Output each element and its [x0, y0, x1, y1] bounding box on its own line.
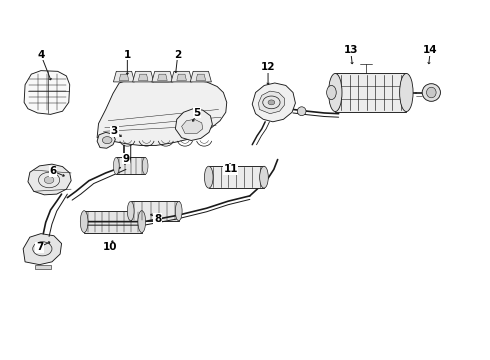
- Text: 14: 14: [423, 45, 438, 55]
- Polygon shape: [24, 71, 70, 114]
- Polygon shape: [97, 80, 227, 145]
- Ellipse shape: [113, 157, 119, 174]
- Text: 2: 2: [174, 50, 181, 60]
- Ellipse shape: [327, 85, 336, 100]
- Polygon shape: [138, 74, 148, 81]
- Text: 1: 1: [124, 50, 131, 60]
- Polygon shape: [23, 234, 62, 265]
- Circle shape: [102, 136, 112, 144]
- Polygon shape: [175, 109, 212, 140]
- Polygon shape: [209, 166, 264, 188]
- Ellipse shape: [426, 87, 436, 98]
- Text: 9: 9: [123, 154, 130, 164]
- Text: 5: 5: [194, 108, 200, 118]
- Polygon shape: [113, 71, 135, 82]
- Polygon shape: [335, 73, 406, 112]
- Ellipse shape: [204, 166, 213, 188]
- Polygon shape: [131, 201, 179, 221]
- Polygon shape: [182, 119, 203, 134]
- Polygon shape: [97, 132, 115, 148]
- Polygon shape: [190, 71, 211, 82]
- Polygon shape: [119, 74, 129, 81]
- Circle shape: [268, 100, 275, 105]
- Polygon shape: [171, 71, 192, 82]
- Ellipse shape: [400, 73, 413, 112]
- Ellipse shape: [329, 73, 342, 112]
- Polygon shape: [133, 71, 154, 82]
- Text: 7: 7: [36, 242, 43, 252]
- Polygon shape: [152, 71, 173, 82]
- Ellipse shape: [297, 107, 306, 116]
- Polygon shape: [158, 74, 167, 81]
- Polygon shape: [177, 74, 186, 81]
- Polygon shape: [252, 83, 295, 122]
- Text: 12: 12: [261, 62, 275, 72]
- Ellipse shape: [260, 166, 269, 188]
- Text: 3: 3: [111, 126, 118, 136]
- Text: 4: 4: [37, 50, 45, 60]
- Polygon shape: [84, 211, 142, 233]
- Text: 10: 10: [102, 242, 117, 252]
- Polygon shape: [196, 74, 206, 81]
- Polygon shape: [28, 164, 71, 195]
- Ellipse shape: [422, 84, 441, 101]
- Ellipse shape: [138, 211, 146, 233]
- Ellipse shape: [175, 201, 182, 221]
- Text: 13: 13: [343, 45, 358, 55]
- Text: 6: 6: [49, 166, 56, 176]
- Text: 11: 11: [223, 165, 238, 174]
- Polygon shape: [35, 265, 50, 269]
- Ellipse shape: [142, 157, 148, 174]
- Ellipse shape: [127, 201, 134, 221]
- Ellipse shape: [80, 211, 88, 233]
- Circle shape: [44, 176, 54, 184]
- Polygon shape: [116, 157, 145, 174]
- Polygon shape: [258, 91, 284, 114]
- Text: 8: 8: [154, 214, 161, 224]
